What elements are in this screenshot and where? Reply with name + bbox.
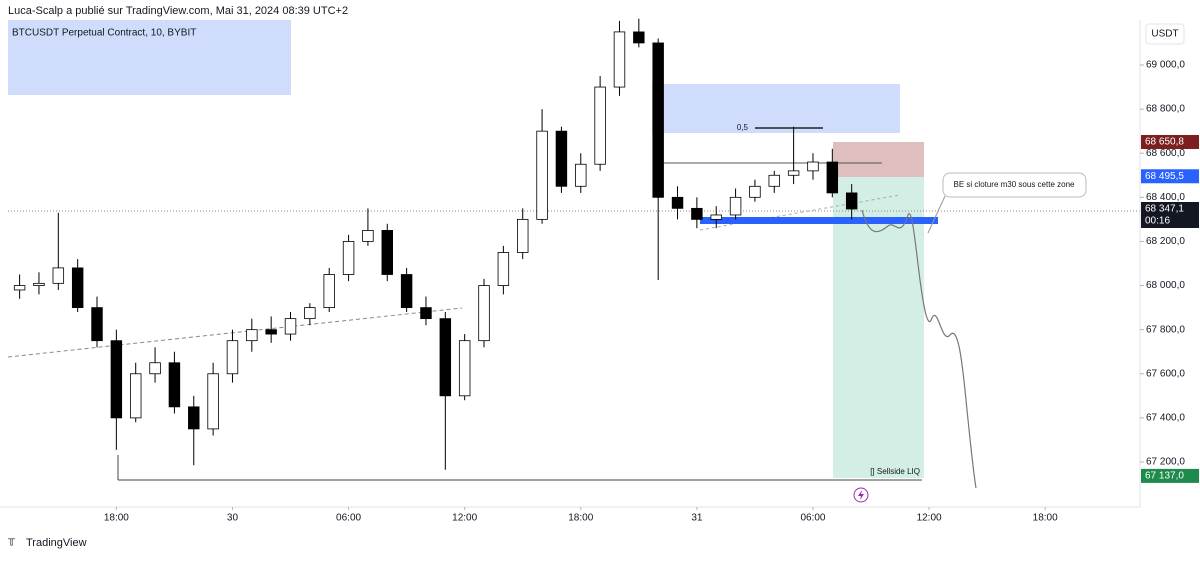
target-zone bbox=[833, 177, 924, 478]
chart-title: BTCUSDT Perpetual Contract, 10, BYBIT bbox=[12, 28, 196, 39]
candle-body bbox=[129, 373, 142, 419]
candle-body bbox=[323, 274, 335, 309]
candle-body bbox=[555, 130, 568, 187]
candle-body bbox=[226, 340, 239, 375]
y-tick-label: 67 200,0 bbox=[1146, 457, 1185, 468]
footer-bar bbox=[0, 530, 1200, 557]
countdown: 00:16 bbox=[1145, 216, 1170, 227]
candle-body bbox=[652, 42, 664, 198]
x-tick-label: 06:00 bbox=[800, 513, 825, 524]
candle-body bbox=[749, 185, 761, 198]
candle-body bbox=[497, 252, 510, 286]
candle-body bbox=[246, 329, 258, 342]
x-tick-label: 18:00 bbox=[104, 513, 129, 524]
candle-body bbox=[710, 214, 722, 220]
candle-body bbox=[807, 161, 819, 172]
candle-body bbox=[633, 31, 645, 44]
candle-body bbox=[536, 130, 548, 220]
candle-body bbox=[845, 192, 858, 210]
price-tag-label: 68 495,5 bbox=[1145, 171, 1184, 182]
candle-body bbox=[168, 362, 181, 408]
candle-body bbox=[613, 31, 626, 88]
callout bbox=[942, 172, 1087, 198]
zone bbox=[8, 20, 291, 95]
candle-body bbox=[729, 196, 742, 216]
candle-body bbox=[768, 174, 780, 187]
candle-body bbox=[52, 267, 65, 284]
y-tick-label: 68 400,0 bbox=[1146, 192, 1185, 203]
candle-body bbox=[517, 218, 529, 253]
price-tag-label: 67 137,0 bbox=[1145, 471, 1184, 482]
candle-body bbox=[826, 161, 839, 194]
callout-pointer bbox=[927, 195, 946, 234]
x-tick-label: 18:00 bbox=[1033, 513, 1058, 524]
candle-body bbox=[33, 282, 45, 286]
range-line bbox=[699, 194, 901, 231]
header: Luca-Scalp a publié sur TradingView.com,… bbox=[8, 5, 348, 17]
candle-body bbox=[671, 196, 684, 209]
annotation: [] Sellside LIQ bbox=[870, 467, 920, 476]
y-tick-label: 67 600,0 bbox=[1146, 368, 1185, 379]
x-tick-label: 31 bbox=[691, 513, 703, 524]
projection bbox=[861, 209, 977, 489]
y-tick-label: 69 000,0 bbox=[1146, 60, 1185, 71]
x-tick-label: 12:00 bbox=[452, 513, 477, 524]
candle-body bbox=[149, 362, 161, 375]
y-tick-label: 68 600,0 bbox=[1146, 148, 1185, 159]
candle-body bbox=[478, 285, 490, 342]
x-tick-label: 18:00 bbox=[568, 513, 593, 524]
price-tag-label: 68 650,8 bbox=[1145, 137, 1184, 148]
candle-body bbox=[439, 318, 452, 397]
candle-body bbox=[284, 318, 297, 335]
price-tag bbox=[1141, 169, 1199, 184]
candle-body bbox=[362, 230, 374, 242]
candle-body bbox=[381, 230, 393, 275]
price-tag-label: 68 347,1 bbox=[1145, 204, 1184, 215]
y-tick-label: 68 800,0 bbox=[1146, 104, 1185, 115]
price-tag bbox=[1141, 201, 1199, 228]
candle-body bbox=[594, 86, 606, 165]
candle-body bbox=[458, 340, 471, 397]
stop-zone bbox=[833, 142, 924, 177]
price-tag bbox=[1141, 135, 1199, 150]
candle-body bbox=[787, 170, 800, 176]
candle-body bbox=[304, 307, 316, 320]
currency-box bbox=[1145, 23, 1185, 45]
candle-body bbox=[265, 329, 277, 335]
candle-body bbox=[342, 241, 355, 275]
annotation: BE si cloture m30 sous cette zone bbox=[954, 180, 1076, 189]
price-tag bbox=[1141, 468, 1199, 483]
candle-body bbox=[691, 207, 703, 220]
candle-body bbox=[71, 267, 84, 309]
candle-body bbox=[400, 274, 413, 309]
footer: TradingView bbox=[26, 537, 87, 549]
y-tick-label: 67 800,0 bbox=[1146, 324, 1185, 335]
trend-line bbox=[7, 307, 463, 358]
zone bbox=[652, 84, 900, 133]
y-tick-label: 67 400,0 bbox=[1146, 413, 1185, 424]
candle-body bbox=[13, 285, 26, 291]
footer-logo: 𝕋 bbox=[8, 538, 15, 549]
x-tick-label: 30 bbox=[227, 513, 239, 524]
candle-body bbox=[91, 307, 103, 342]
x-tick-label: 06:00 bbox=[336, 513, 361, 524]
support-zone bbox=[700, 217, 938, 224]
event-icon bbox=[858, 490, 864, 500]
candle-body bbox=[207, 373, 219, 430]
candle-body bbox=[110, 340, 123, 419]
candle-body bbox=[575, 163, 587, 187]
currency: USDT bbox=[1151, 29, 1178, 40]
annotation: 0,5 bbox=[737, 123, 749, 132]
x-tick-label: 12:00 bbox=[917, 513, 942, 524]
y-tick-label: 68 000,0 bbox=[1146, 280, 1185, 291]
candle-body bbox=[188, 406, 200, 430]
y-tick-label: 68 200,0 bbox=[1146, 236, 1185, 247]
candle-body bbox=[420, 307, 432, 320]
